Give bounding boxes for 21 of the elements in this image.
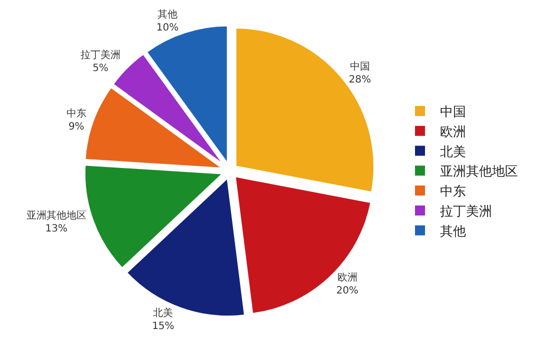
data-label: 10% <box>156 22 179 34</box>
data-label: 28% <box>348 74 371 86</box>
legend-label: 其他 <box>440 224 466 240</box>
slice-label: 中东 <box>66 108 86 120</box>
legend-label: 中东 <box>440 184 466 200</box>
legend-label: 欧洲 <box>440 124 466 140</box>
data-label: 5% <box>92 63 108 74</box>
legend-label: 拉丁美洲 <box>440 204 492 220</box>
slice-label: 亚洲其他地区 <box>26 209 86 222</box>
slice-label: 拉丁美洲 <box>80 49 121 62</box>
legend-label: 北美 <box>440 144 466 160</box>
legend-label: 亚洲其他地区 <box>440 164 518 180</box>
data-label: 15% <box>152 320 174 332</box>
data-label: 13% <box>45 223 68 234</box>
slice-label: 北美 <box>153 306 174 319</box>
slice-label: 其他 <box>158 8 178 20</box>
legend-label: 中国 <box>440 105 466 120</box>
slice-label: 欧洲 <box>337 272 358 284</box>
slice-label: 中国 <box>350 60 370 72</box>
data-label: 9% <box>68 122 84 133</box>
data-label: 20% <box>336 286 358 297</box>
